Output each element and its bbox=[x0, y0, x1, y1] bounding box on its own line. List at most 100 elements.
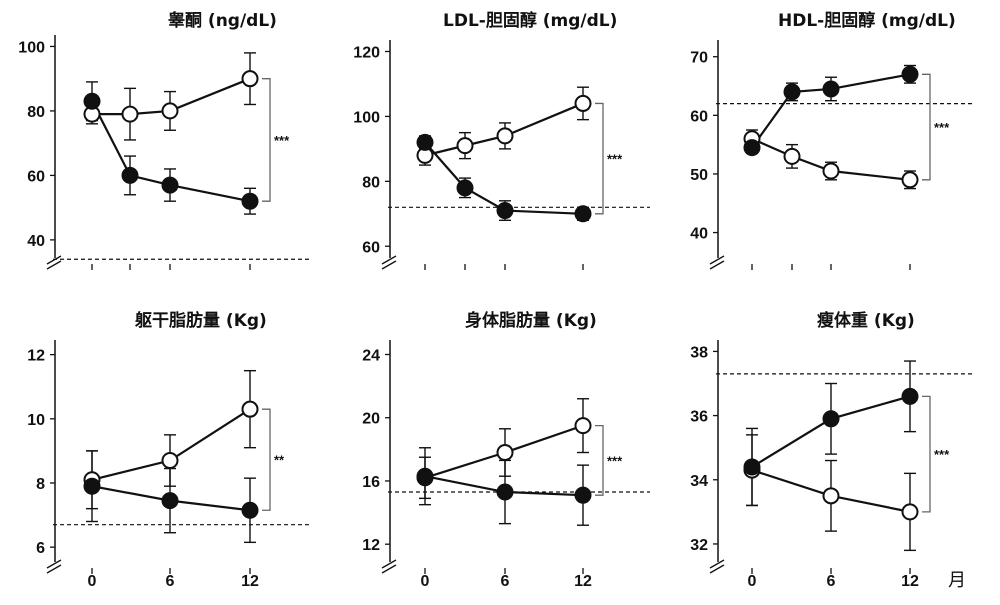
chart3-title: HDL-胆固醇 (mg/dL) bbox=[778, 10, 956, 31]
chart3-significance-label: *** bbox=[934, 120, 950, 135]
chart6-point-open bbox=[901, 503, 919, 521]
chart6-y-tick-label: 34 bbox=[690, 473, 708, 490]
chart5-title: 身体脂肪量 (Kg) bbox=[465, 310, 597, 331]
chart1-series-open-line bbox=[92, 77, 251, 116]
chart6-axis-break-2 bbox=[709, 564, 725, 574]
chart5-point-filled bbox=[416, 467, 434, 485]
chart6-point-filled bbox=[901, 387, 919, 405]
chart2-point-filled bbox=[496, 202, 514, 220]
chart3-point-open bbox=[783, 147, 801, 165]
x-tick-label-col2: 6 bbox=[501, 573, 510, 590]
chart4-axis-break-2 bbox=[46, 564, 62, 574]
chart3-y-tick-label: 40 bbox=[690, 226, 708, 243]
chart4-point-filled bbox=[161, 492, 179, 510]
chart1-point-open bbox=[161, 102, 179, 120]
chart4-title: 躯干脂肪量 (Kg) bbox=[134, 310, 267, 331]
chart1-y-tick-label: 80 bbox=[27, 104, 45, 121]
chart3-point-filled bbox=[743, 139, 761, 157]
chart5-axis-break-1 bbox=[381, 559, 397, 569]
x-tick-label-col1: 12 bbox=[241, 573, 259, 590]
chart2-significance-label: *** bbox=[607, 152, 623, 167]
chart5-y-tick-label: 16 bbox=[362, 474, 380, 491]
chart4-significance-bracket bbox=[262, 408, 271, 511]
x-tick-label-col3: 6 bbox=[827, 573, 836, 590]
chart1-y-tick-label: 100 bbox=[18, 39, 45, 56]
chart3-axis-break-1 bbox=[709, 255, 725, 265]
chart5-y-tick-label: 12 bbox=[362, 537, 380, 554]
chart3-y-tick-label: 50 bbox=[690, 167, 708, 184]
chart3-point-open bbox=[822, 162, 840, 180]
chart2-point-filled bbox=[574, 205, 592, 223]
chart1-significance-label: *** bbox=[274, 133, 290, 148]
month-unit-label: 月 bbox=[948, 570, 966, 591]
chart5-point-open bbox=[574, 417, 592, 435]
chart1-y-tick-label: 60 bbox=[27, 168, 45, 185]
chart4-point-open bbox=[161, 452, 179, 470]
chart6-y-tick-label: 38 bbox=[690, 344, 708, 361]
x-tick-label-col3: 12 bbox=[901, 573, 919, 590]
chart4-y-tick-label: 6 bbox=[36, 540, 45, 557]
x-tick-label-col1: 0 bbox=[88, 573, 97, 590]
chart5-point-filled bbox=[496, 483, 514, 501]
chart5-y-tick-label: 24 bbox=[362, 347, 380, 364]
chart2-y-tick-label: 100 bbox=[353, 109, 380, 126]
chart2-point-filled bbox=[416, 133, 434, 151]
chart6-y-tick-label: 36 bbox=[690, 409, 708, 426]
chart2-significance-bracket bbox=[595, 102, 604, 215]
chart5-y-tick-label: 20 bbox=[362, 411, 380, 428]
chart5-significance-label: *** bbox=[607, 453, 623, 468]
chart2-point-open bbox=[496, 127, 514, 145]
x-tick-label-col3: 0 bbox=[748, 573, 757, 590]
chart6-title: 瘦体重 (Kg) bbox=[817, 310, 915, 331]
chart4-y-tick-label: 8 bbox=[36, 476, 45, 493]
chart2-point-open bbox=[574, 94, 592, 112]
chart1-series-filled-line bbox=[91, 100, 251, 203]
chart6-axis-break-1 bbox=[709, 559, 725, 569]
chart2-series-filled-line bbox=[424, 141, 584, 215]
chart4-y-tick-label: 10 bbox=[27, 412, 45, 429]
chart3-point-filled bbox=[901, 65, 919, 83]
chart1-significance-bracket bbox=[262, 78, 271, 202]
chart3-axis-break-2 bbox=[709, 260, 725, 270]
chart4-y-tick-label: 12 bbox=[27, 348, 45, 365]
chart2-axis-break-1 bbox=[381, 255, 397, 265]
chart5-point-filled bbox=[574, 486, 592, 504]
chart3-y-tick-label: 60 bbox=[690, 108, 708, 125]
chart1-point-open bbox=[241, 70, 259, 88]
chart2-y-tick-label: 80 bbox=[362, 174, 380, 191]
chart3-significance-bracket bbox=[922, 73, 931, 181]
chart1-point-filled bbox=[241, 192, 259, 210]
chart1-y-tick-label: 40 bbox=[27, 233, 45, 250]
chart6-significance-bracket bbox=[922, 395, 931, 513]
chart2-y-tick-label: 60 bbox=[362, 239, 380, 256]
chart1-point-open bbox=[121, 105, 139, 123]
chart1-axis-break-1 bbox=[46, 255, 62, 265]
chart6-y-tick-label: 32 bbox=[690, 537, 708, 554]
x-tick-label-col1: 6 bbox=[166, 573, 175, 590]
chart1-title: 睾酮 (ng/dL) bbox=[168, 10, 277, 31]
chart4-axis-break-1 bbox=[46, 559, 62, 569]
chart3-series-filled-line bbox=[751, 73, 911, 149]
chart5-axis-break-2 bbox=[381, 564, 397, 574]
chart5-significance-bracket bbox=[595, 424, 604, 496]
chart3-point-open bbox=[901, 171, 919, 189]
chart3-y-tick-label: 70 bbox=[690, 50, 708, 67]
x-tick-label-col2: 12 bbox=[574, 573, 592, 590]
chart6-point-filled bbox=[822, 410, 840, 428]
chart2-axis-break-2 bbox=[381, 260, 397, 270]
chart3-series-open-line bbox=[751, 137, 911, 181]
chart2-title: LDL-胆固醇 (mg/dL) bbox=[443, 10, 617, 31]
chart4-point-filled bbox=[241, 501, 259, 519]
chart4-point-filled bbox=[83, 477, 101, 495]
chart2-series-open-line bbox=[424, 102, 584, 157]
chart2-y-tick-label: 120 bbox=[353, 44, 380, 61]
chart1-axis-break-2 bbox=[46, 260, 62, 270]
chart5-point-open bbox=[496, 444, 514, 461]
chart1-point-filled bbox=[83, 92, 101, 110]
chart1-point-filled bbox=[161, 176, 179, 194]
chart4-point-open bbox=[241, 400, 259, 418]
chart1-point-filled bbox=[121, 166, 139, 184]
chart2-point-filled bbox=[456, 179, 474, 197]
chart6-point-filled bbox=[743, 458, 761, 476]
